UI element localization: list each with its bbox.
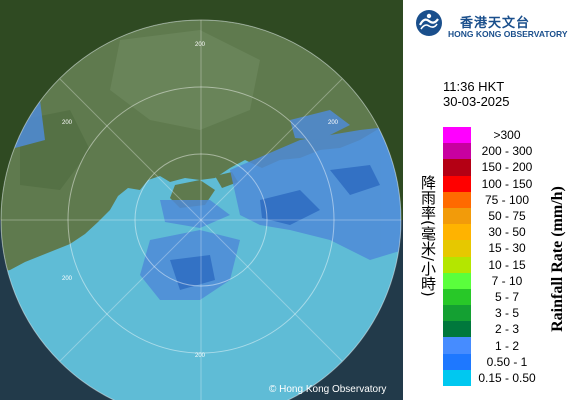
legend-swatch — [443, 191, 471, 208]
timestamp: 11:36 HKT 30-03-2025 — [443, 79, 510, 109]
range-labels: 200 200 200 200 200 — [62, 42, 339, 359]
legend-label: 200 - 300 — [481, 144, 533, 159]
hko-emblem-icon — [416, 10, 442, 36]
legend-label: 10 - 15 — [488, 257, 526, 272]
radar-map-svg: 200 200 200 200 200 — [0, 0, 403, 400]
legend-swatch — [443, 272, 471, 289]
legend-label: 5 - 7 — [494, 289, 519, 304]
legend-label: 75 - 100 — [484, 192, 530, 207]
legend-row: 2 - 3 — [443, 321, 543, 338]
legend-row: 15 - 30 — [443, 240, 543, 257]
radar-map[interactable]: 200 200 200 200 200 © Hong Kong Observat… — [0, 0, 403, 400]
range-label: 200 — [328, 120, 339, 126]
legend-swatch — [443, 353, 471, 370]
legend-row: 100 - 150 — [443, 175, 543, 192]
rainfall-legend: >300 200 - 300 150 - 200 100 - 150 75 - 100 5… — [443, 127, 543, 386]
legend-label: 100 - 150 — [481, 176, 533, 191]
legend-label: 50 - 75 — [488, 209, 526, 224]
range-label: 200 — [62, 120, 73, 126]
legend-swatch — [443, 256, 471, 273]
legend-swatch — [443, 337, 471, 354]
legend-swatch — [443, 305, 471, 322]
legend-title-en: Rainfall Rate (mm/h) — [549, 186, 566, 332]
land-area — [1, 20, 401, 272]
legend-row: 50 - 75 — [443, 207, 543, 225]
org-name-zh: 香港天文台 — [460, 16, 531, 31]
legend-row: 30 - 50 — [443, 224, 543, 241]
legend-row: 0.50 - 1 — [443, 353, 543, 370]
legend-swatch — [443, 321, 471, 338]
legend-label: 0.15 - 0.50 — [478, 370, 536, 385]
copyright-text: © Hong Kong Observatory — [269, 384, 387, 395]
legend-row: 10 - 15 — [443, 256, 543, 273]
legend-swatch — [443, 240, 471, 257]
legend-swatch — [443, 369, 471, 386]
date-text: 30-03-2025 — [443, 94, 510, 109]
legend-title-en-wrap: Rainfall Rate (mm/h) — [547, 154, 569, 364]
range-label: 200 — [195, 42, 206, 48]
legend-swatch — [443, 288, 471, 306]
legend-swatch — [443, 207, 471, 225]
org-name-en: HONG KONG OBSERVATORY — [448, 29, 568, 39]
legend-label: 2 - 3 — [494, 322, 519, 337]
legend-label: 15 - 30 — [488, 241, 526, 256]
rain-echoes-dense — [170, 165, 380, 290]
legend-row: 1 - 2 — [443, 337, 543, 354]
legend-title-zh: 降雨率(毫米/小時) — [419, 175, 437, 297]
legend-swatch — [443, 175, 471, 192]
legend-row: >300 — [443, 127, 543, 144]
range-rings — [0, 19, 402, 400]
legend-swatch — [443, 159, 471, 176]
legend-row: 75 - 100 — [443, 191, 543, 208]
legend-label: 0.50 - 1 — [486, 354, 528, 369]
time-text: 11:36 HKT — [443, 79, 505, 94]
range-label: 200 — [62, 276, 73, 282]
legend-row: 0.15 - 0.50 — [443, 369, 543, 386]
legend-swatch — [443, 224, 471, 241]
legend-row: 150 - 200 — [443, 159, 543, 176]
legend-row: 200 - 300 — [443, 143, 543, 160]
legend-panel: 香港天文台 HONG KONG OBSERVATORY 11:36 HKT 30… — [403, 0, 577, 400]
legend-swatch — [443, 127, 471, 144]
legend-swatch — [443, 143, 471, 160]
legend-label: 7 - 10 — [491, 273, 523, 288]
hko-logo[interactable]: 香港天文台 HONG KONG OBSERVATORY — [412, 6, 572, 40]
range-label: 200 — [195, 353, 206, 359]
legend-row: 7 - 10 — [443, 272, 543, 289]
legend-label: 1 - 2 — [494, 338, 519, 353]
radial-lines — [1, 20, 401, 400]
legend-row: 3 - 5 — [443, 305, 543, 322]
legend-label: 150 - 200 — [481, 160, 533, 175]
legend-label: >300 — [493, 128, 521, 143]
legend-row: 5 - 7 — [443, 288, 543, 306]
legend-label: 30 - 50 — [488, 225, 526, 240]
legend-label: 3 - 5 — [494, 306, 519, 321]
land-highlight — [110, 30, 260, 130]
